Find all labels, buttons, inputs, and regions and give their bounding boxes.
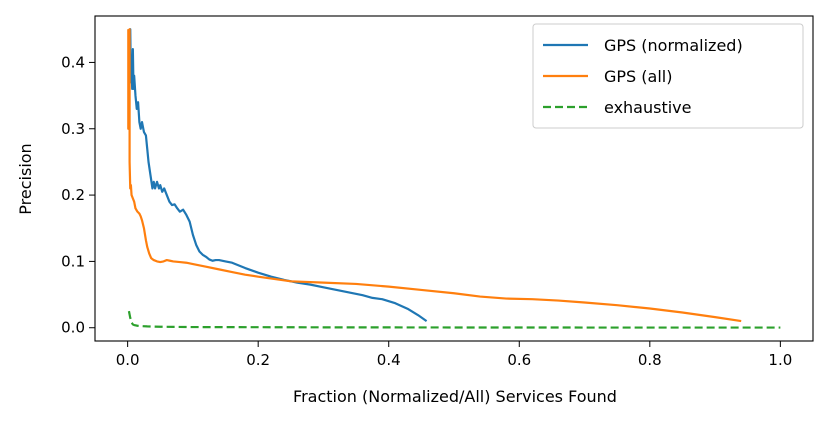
x-axis-ticks: 0.0 0.2 0.4 0.6 0.8 1.0 — [116, 341, 792, 369]
x-tick-label: 0.8 — [638, 351, 662, 369]
series-line-1 — [127, 28, 742, 323]
legend-box — [532, 23, 804, 129]
series-layer — [127, 28, 781, 329]
y-axis-ticks: 0.0 0.1 0.2 0.3 0.4 — [61, 53, 95, 337]
x-axis-label: Fraction (Normalized/All) Services Found — [293, 387, 617, 406]
x-tick-label: 0.4 — [377, 351, 401, 369]
axes-frame — [94, 15, 814, 342]
y-tick-label: 0.3 — [61, 120, 85, 138]
series-line-0 — [127, 28, 428, 322]
y-tick-label: 0.2 — [61, 186, 85, 204]
x-tick-label: 1.0 — [768, 351, 792, 369]
legend: GPS (normalized) GPS (all) exhaustive — [532, 23, 804, 129]
plot-area — [94, 15, 814, 342]
legend-label-2: exhaustive — [604, 98, 691, 117]
x-tick-label: 0.0 — [116, 351, 140, 369]
legend-label-0: GPS (normalized) — [604, 36, 743, 55]
legend-label-1: GPS (all) — [604, 67, 672, 86]
y-tick-label: 0.0 — [61, 319, 85, 337]
y-tick-label: 0.1 — [61, 252, 85, 270]
series-line-2 — [127, 310, 781, 329]
y-axis-label: Precision — [16, 143, 35, 214]
x-tick-label: 0.6 — [507, 351, 531, 369]
y-tick-label: 0.4 — [61, 53, 85, 71]
x-tick-label: 0.2 — [246, 351, 270, 369]
